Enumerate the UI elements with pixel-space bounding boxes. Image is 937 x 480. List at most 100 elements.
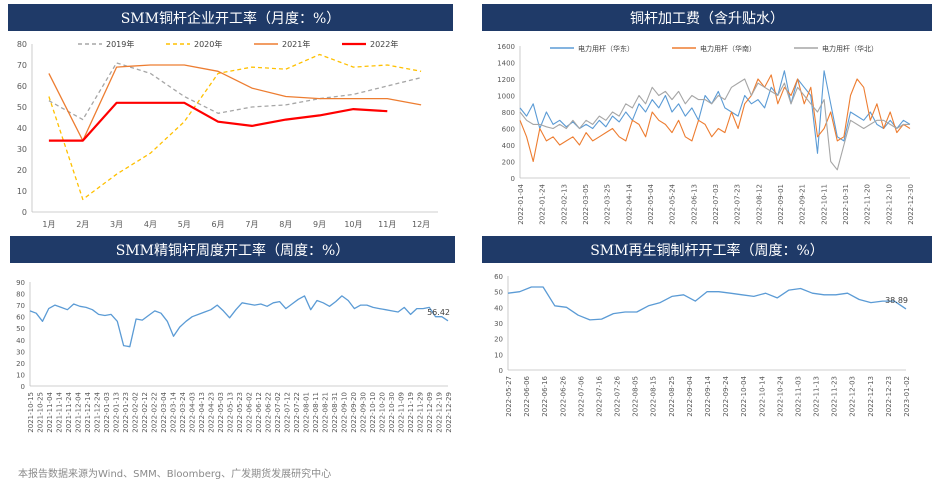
y-tick-label: 200: [502, 159, 515, 167]
x-tick-label: 2022-10-14: [758, 375, 766, 416]
x-tick-label: 2022-03-25: [604, 184, 612, 225]
x-tick-label: 2022-10-30: [388, 392, 396, 433]
y-tick-label: 10: [16, 371, 25, 379]
x-tick-label: 2021-10-25: [37, 392, 45, 433]
x-tick-label: 2022-07-16: [595, 375, 603, 416]
x-tick-label: 2022-09-04: [686, 375, 694, 416]
x-tick-label: 2022-11-09: [398, 392, 406, 433]
x-tick-label: 2022-02-12: [141, 392, 149, 433]
processing-fee-chart: 0 200 400 600 800 1000 1200 1400 1600 2022-01-04 2…: [497, 43, 915, 225]
x-tick-label: 2022-06-13: [690, 184, 698, 225]
y-tick-label: 30: [494, 320, 503, 328]
x-tick-label: 3月: [110, 220, 123, 229]
y-tick-label: 40: [494, 304, 503, 312]
x-tick-label: 2021-10-15: [27, 392, 35, 433]
y-tick-label: 20: [16, 360, 25, 368]
y-tick-label: 1400: [497, 60, 515, 68]
series-line-1: [519, 70, 911, 154]
y-tick-label: 70: [17, 61, 27, 70]
x-tick-label: 2021-11-04: [46, 391, 54, 432]
x-tick-label: 2022-11-20: [864, 184, 872, 225]
x-tick-label: 2022-08-11: [312, 392, 320, 433]
x-tick-label: 2022-04-03: [189, 392, 197, 433]
y-tick-label: 600: [502, 126, 515, 134]
y-tick-label: 0: [511, 175, 515, 183]
x-tick-label: 7月: [245, 220, 258, 229]
x-tick-label: 2023-01-02: [903, 376, 911, 417]
x-tick-label: 4月: [144, 220, 157, 229]
x-tick-label: 5月: [178, 220, 191, 229]
y-tick-label: 800: [502, 109, 515, 117]
x-tick-label: 2022-07-03: [712, 184, 720, 225]
x-tick-label: 2022-11-23: [831, 376, 839, 417]
y-tick-label: 50: [16, 325, 25, 333]
y-tick-label: 30: [17, 145, 27, 154]
y-tick-label: 0: [499, 367, 503, 375]
x-tick-label: 2022-07-23: [734, 184, 742, 225]
x-tick-label: 2022-04-14: [625, 183, 633, 224]
x-tick-label: 2022-08-12: [755, 184, 763, 225]
legend-label: 2020年: [194, 39, 222, 49]
x-tick-label: 2022-06-16: [541, 375, 549, 416]
x-tick-label: 2022-08-15: [650, 376, 658, 417]
x-tick-label: 2022-11-03: [794, 376, 802, 417]
legend-label: 2019年: [106, 39, 134, 49]
y-tick-label: 80: [16, 291, 25, 299]
legend-label: 2022年: [370, 39, 398, 49]
monthly-chart: 0 10 20 30 40 50 60 70 80 1月 2月 3月 4月 5月 6月 7月 8月 9月 10月 11…: [17, 39, 438, 229]
x-tick-label: 2022-03-14: [170, 391, 178, 432]
x-tick-label: 11月: [378, 220, 396, 229]
monthly-chart-panel: SMM铜杆企业开工率（月度：%） 0 10 20 30 40 50 60 70 80 1月 2月 3月…: [8, 4, 453, 232]
x-tick-label: 2022-02-22: [151, 392, 159, 433]
x-tick-label: 2022-12-30: [907, 184, 915, 225]
y-tick-label: 1000: [497, 93, 515, 101]
x-tick-label: 2022-09-30: [360, 392, 368, 433]
x-tick-label: 2022-10-04: [740, 375, 748, 416]
y-tick-label: 70: [16, 302, 25, 310]
y-tick-label: 1600: [497, 43, 515, 51]
x-tick-label: 2022-08-01: [303, 392, 311, 433]
x-tick-label: 2022-06-22: [265, 392, 273, 433]
recycled-chart-title: SMM再生铜制杆开工率（周度：%）: [482, 236, 932, 263]
x-tick-label: 2022-07-22: [293, 392, 301, 433]
series-line-1: [29, 295, 449, 348]
recycled-chart: 0 10 20 30 40 50 60 2022-05-27 2022-06-06 2022-06…: [494, 273, 911, 417]
y-tick-label: 50: [494, 289, 503, 297]
x-tick-label: 2022-02-13: [560, 184, 568, 225]
x-tick-label: 2022-11-19: [407, 392, 415, 433]
series-line-3: [48, 64, 422, 142]
x-tick-label: 2022-06-06: [523, 375, 531, 416]
x-tick-label: 9月: [313, 220, 326, 229]
x-tick-label: 2022-09-01: [777, 184, 785, 225]
x-tick-label: 2022-08-21: [322, 392, 330, 433]
x-tick-label: 2022-05-04: [647, 183, 655, 224]
x-tick-label: 2022-08-05: [632, 376, 640, 417]
y-tick-label: 90: [16, 279, 25, 287]
y-tick-label: 50: [17, 103, 27, 112]
x-tick-label: 2022-12-03: [849, 376, 857, 417]
y-tick-label: 60: [16, 314, 25, 322]
monthly-chart-title: SMM铜杆企业开工率（月度：%）: [8, 4, 453, 31]
x-tick-label: 2022-12-23: [885, 376, 893, 417]
x-tick-label: 2022-12-19: [436, 392, 444, 433]
x-tick-label: 2022-10-24: [776, 375, 784, 416]
y-tick-label: 20: [17, 166, 27, 175]
x-tick-label: 2021-12-04: [75, 391, 83, 432]
x-tick-label: 2022-10-10: [369, 392, 377, 433]
x-tick-label: 2022-09-20: [350, 392, 358, 433]
x-tick-label: 2022-06-26: [559, 375, 567, 416]
x-tick-label: 2022-02-02: [132, 392, 140, 433]
x-tick-label: 2022-01-23: [122, 392, 130, 433]
x-tick-label: 2022-08-25: [668, 376, 676, 417]
y-tick-label: 40: [16, 337, 25, 345]
x-tick-label: 6月: [212, 220, 225, 229]
last-value-label: 56.42: [427, 308, 450, 317]
x-tick-label: 2022-01-13: [113, 392, 121, 433]
x-tick-label: 8月: [279, 220, 292, 229]
x-tick-label: 2022-05-24: [669, 183, 677, 224]
x-tick-label: 2022-07-06: [577, 375, 585, 416]
y-tick-label: 40: [17, 124, 27, 133]
x-tick-label: 2022-07-26: [614, 375, 622, 416]
x-tick-label: 2022-08-31: [331, 392, 339, 433]
